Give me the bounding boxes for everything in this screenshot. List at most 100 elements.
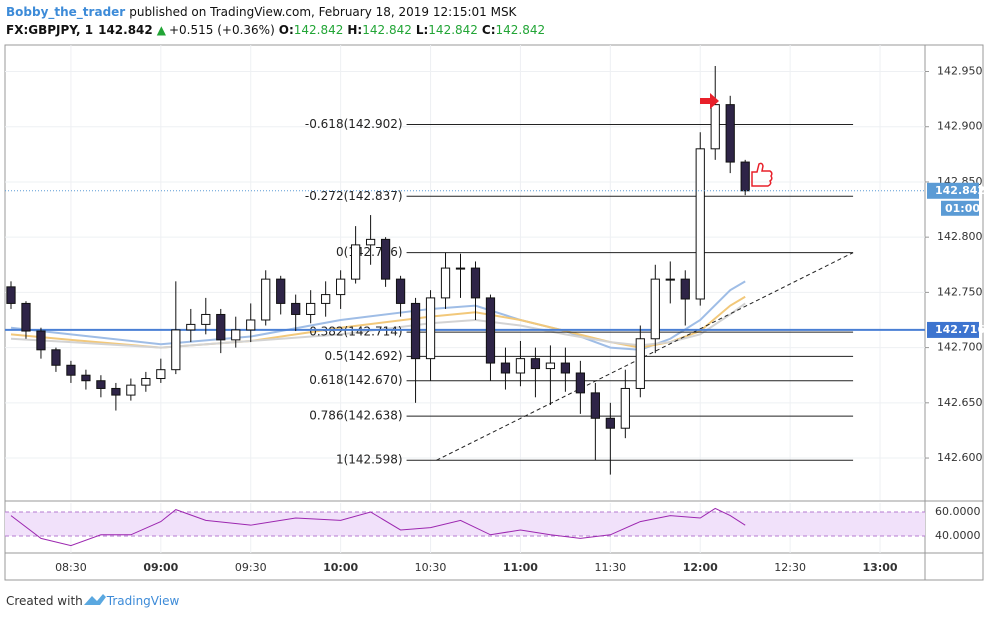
last-price-box: [927, 182, 979, 199]
candle-body: [201, 313, 211, 325]
symbol: FX:GBPJPY, 1: [6, 23, 93, 37]
candle-body: [560, 362, 571, 374]
candle-body: [590, 392, 600, 419]
price-labels: 142.842 01:00 142.716: [927, 182, 985, 338]
moving-average: [10, 302, 746, 349]
footer: Created with TradingView: [6, 594, 179, 608]
frame: [4, 44, 984, 581]
hline-box: [927, 321, 979, 338]
fib-label: 0.786(142.638): [309, 409, 402, 423]
candle-body: [291, 302, 301, 315]
candle-body: [216, 313, 226, 341]
last: 142.842: [98, 23, 153, 37]
candle-body: [261, 278, 271, 321]
published: published on TradingView.com, February 1…: [129, 5, 517, 19]
x-tick-label: 09:00: [143, 561, 178, 574]
candle-body: [455, 267, 466, 270]
symbol-line: FX:GBPJPY, 1 142.842 ▲ +0.515 (+0.36%) O:142…: [6, 23, 545, 37]
candle-body: [156, 369, 166, 380]
candle-body: [665, 278, 675, 281]
y-tick-label: 142.900: [937, 120, 983, 133]
countdown-label: 01:00: [945, 202, 980, 215]
author: Bobby_the_trader: [6, 5, 125, 20]
ohlc-label: C:: [482, 23, 496, 37]
candle-body: [470, 267, 481, 299]
x-tick-label: 09:30: [235, 561, 267, 574]
candle-body: [620, 387, 630, 429]
candle-body: [710, 104, 720, 150]
countdown-box: [941, 200, 979, 216]
candle-body: [96, 380, 106, 389]
y-tick-label: 142.950: [937, 65, 983, 78]
candle-body: [635, 338, 645, 389]
candle-body: [276, 278, 286, 304]
candle-body: [141, 378, 151, 386]
x-tick-label: 08:30: [55, 561, 87, 574]
candle-body: [66, 364, 76, 376]
fib-label: 0(142.786): [336, 245, 403, 259]
candle-body: [36, 330, 46, 351]
ohlc-value: 142.842: [362, 23, 412, 37]
candle-body: [231, 329, 241, 341]
candle-body: [395, 278, 406, 304]
candle-body: [575, 372, 585, 394]
candle-body: [500, 362, 511, 374]
candle-body: [695, 148, 705, 300]
candle-body: [380, 238, 391, 280]
candle-body: [680, 278, 690, 300]
candle-body: [6, 286, 16, 304]
y-tick-label: 142.800: [937, 230, 983, 243]
ohlc-value: 142.842: [294, 23, 344, 37]
x-tick-label: 12:30: [774, 561, 806, 574]
arrow-marker: [700, 93, 719, 109]
candle-body: [740, 161, 750, 192]
candle-body: [410, 302, 421, 360]
candle-body: [545, 362, 556, 370]
fib-label: -0.618(142.902): [305, 117, 403, 131]
plot: 08:30 09:00 09:30 10:00 10:30 11:00 11:30 12:00…: [5, 45, 983, 574]
rsi-tick-label: 40.0000: [935, 529, 981, 542]
y-tick-label: 142.700: [937, 341, 983, 354]
candle-body: [111, 387, 121, 396]
brand-logo: [84, 594, 106, 605]
candle-body: [81, 374, 91, 382]
rsi-line: [10, 507, 746, 547]
candle-body: [725, 104, 735, 163]
x-tick-label: 12:00: [683, 561, 718, 574]
ohlc-label: O:: [279, 23, 294, 37]
fib-label: 0.382(142.714): [309, 325, 402, 339]
candle-body: [530, 358, 541, 370]
candle-body: [485, 297, 496, 364]
candle-body: [51, 349, 61, 366]
candle-body: [246, 319, 256, 331]
fib-label: 0.618(142.670): [309, 373, 402, 387]
fib-label: 1(142.598): [336, 453, 403, 467]
x-tick-label: 10:30: [415, 561, 447, 574]
thumb-marker: [751, 162, 773, 187]
ohlc-label: H:: [347, 23, 362, 37]
candle-body: [650, 278, 660, 340]
candle-body: [515, 358, 526, 374]
header-line: Bobby_the_trader published on TradingView…: [6, 5, 518, 20]
candle-body: [21, 302, 31, 332]
created: Created with: [6, 594, 83, 608]
candle-body: [336, 278, 346, 296]
candle-body: [321, 294, 331, 304]
last-price-label: 142.842: [935, 184, 985, 197]
candle-body: [171, 329, 181, 371]
y-tick-label: 142.600: [937, 451, 983, 464]
x-tick-label: 11:00: [503, 561, 538, 574]
fib-label: 0.5(142.692): [324, 349, 402, 363]
candle-body: [186, 323, 196, 331]
x-tick-label: 11:30: [594, 561, 626, 574]
x-tick-label: 13:00: [863, 561, 898, 574]
candle-body: [306, 302, 316, 315]
arrow: ▲: [157, 23, 167, 37]
ohlc-value: 142.842: [428, 23, 478, 37]
ohlc-label: L:: [416, 23, 428, 37]
candle-body: [605, 417, 615, 429]
x-tick-label: 10:00: [323, 561, 358, 574]
candle-body: [126, 384, 136, 396]
fib-label: -0.272(142.837): [305, 189, 403, 203]
